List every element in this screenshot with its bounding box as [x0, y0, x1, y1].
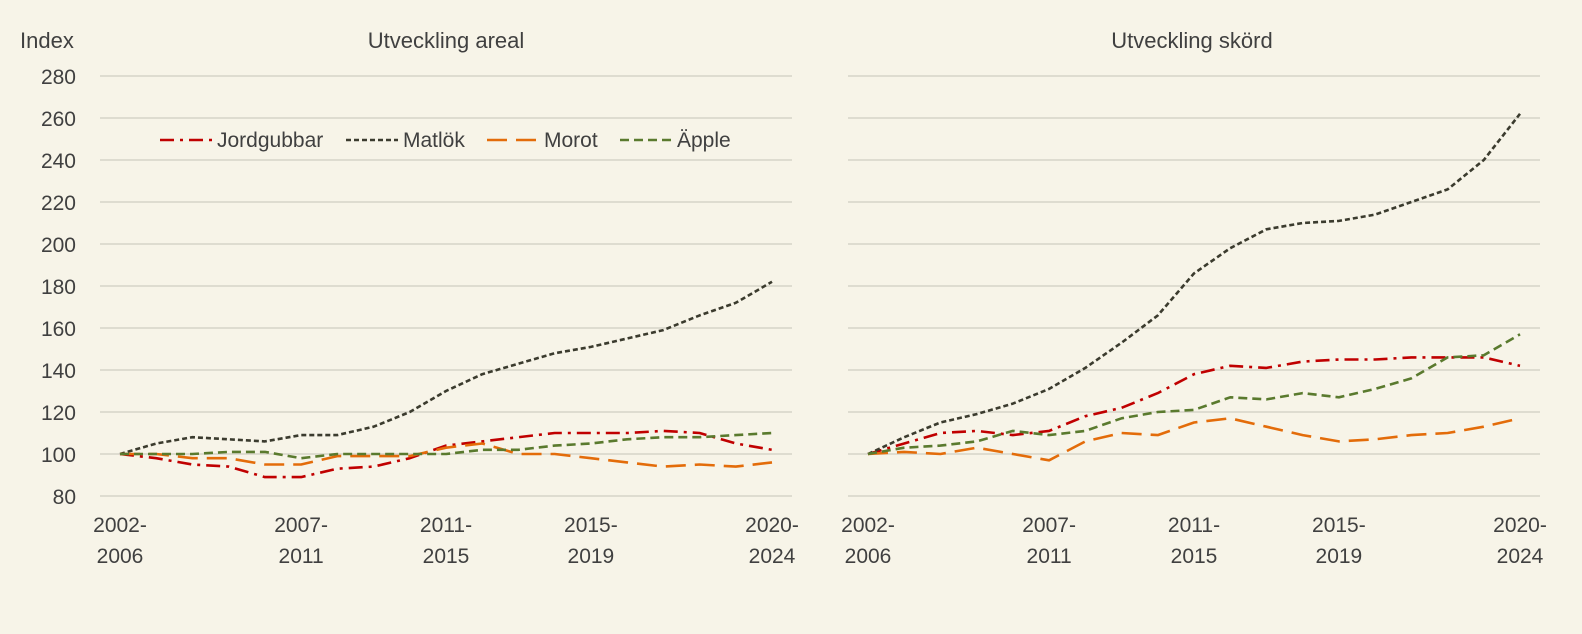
series-line-äpple: [867, 333, 1521, 456]
x-tick-label: 2019: [1316, 545, 1363, 568]
y-tick-label: 220: [41, 192, 76, 215]
y-axis-label: Index: [20, 28, 74, 53]
y-tick-label: 80: [53, 486, 76, 509]
legend-item: Äpple: [620, 129, 731, 152]
x-tick-label: 2015: [423, 545, 470, 568]
legend-label: Äpple: [677, 129, 731, 152]
x-tick-label: 2024: [1497, 545, 1544, 568]
x-tick-label: 2006: [845, 545, 892, 568]
x-tick-label: 2020-: [745, 514, 799, 537]
legend-label: Morot: [544, 129, 598, 152]
y-tick-label: 280: [41, 66, 76, 89]
series-line-matlök: [119, 280, 773, 456]
legend-label: Matlök: [403, 129, 465, 152]
series-line-äpple: [120, 431, 773, 460]
legend-label: Jordgubbar: [217, 129, 323, 152]
x-tick-label: 2020-: [1493, 514, 1547, 537]
series-line-morot: [867, 416, 1521, 462]
series-line-matlök: [867, 112, 1522, 456]
x-tick-label: 2015-: [1312, 514, 1366, 537]
series-line-morot: [120, 442, 773, 468]
panel-areal: 80 100 120 140 160 180 200 220 240 260 280 2002- 200…: [41, 66, 799, 568]
legend-item: Jordgubbar: [160, 129, 323, 152]
y-tick-label: 120: [41, 402, 76, 425]
x-tick-label: 2011-: [420, 514, 472, 537]
panel-skord: 2002- 2006 2007- 2011 2011- 2015 2015- 2019 2020…: [841, 75, 1547, 568]
x-tick-label: 2019: [568, 545, 615, 568]
x-tick-label: 2011: [1027, 545, 1072, 568]
legend: Jordgubbar Matlök Morot Äpple: [160, 129, 731, 152]
x-tick-label: 2011-: [1168, 514, 1220, 537]
y-tick-label: 240: [41, 150, 76, 173]
legend-item: Matlök: [346, 129, 465, 152]
y-tick-label: 200: [41, 234, 76, 257]
x-tick-label: 2002-: [841, 514, 895, 537]
panel-title-skord: Utveckling skörd: [1111, 28, 1272, 53]
panel-title-areal: Utveckling areal: [368, 28, 525, 53]
x-tick-label: 2015-: [564, 514, 618, 537]
x-tick-label: 2024: [749, 545, 796, 568]
x-tick-label: 2006: [97, 545, 144, 568]
y-tick-label: 180: [41, 276, 76, 299]
y-tick-label: 160: [41, 318, 76, 341]
legend-item: Morot: [487, 129, 598, 152]
x-tick-label: 2007-: [274, 514, 328, 537]
x-tick-label: 2007-: [1022, 514, 1076, 537]
series-line-jordgubbar: [119, 429, 773, 479]
x-tick-label: 2011: [279, 545, 324, 568]
y-tick-label: 140: [41, 360, 76, 383]
x-tick-label: 2015: [1171, 545, 1218, 568]
plot-area: 801001201401601802002202402602802002-200…: [41, 66, 1547, 568]
y-tick-label: 260: [41, 108, 76, 131]
x-tick-label: 2002-: [93, 514, 147, 537]
y-tick-label: 100: [41, 444, 76, 467]
series-line-jordgubbar: [867, 356, 1521, 456]
